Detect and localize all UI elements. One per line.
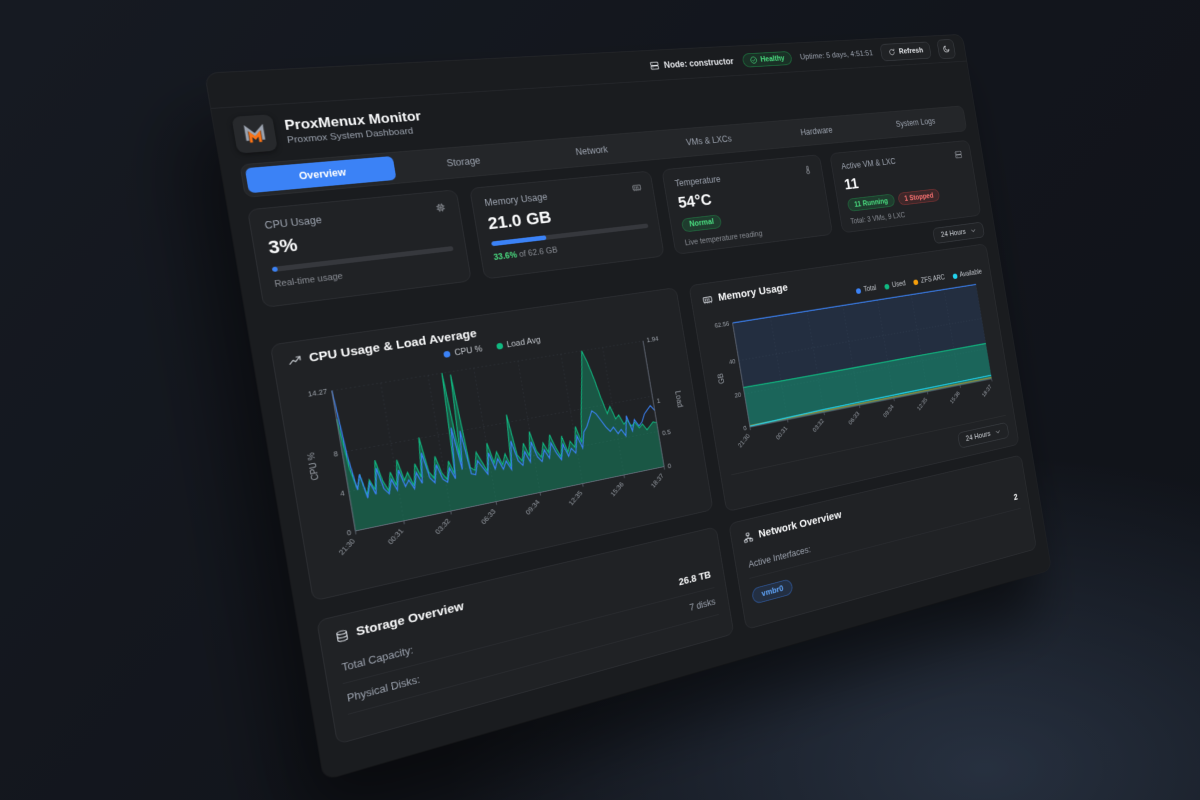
uptime-label: Uptime: 5 days, 4:51:51 xyxy=(799,48,874,62)
chevron-down-icon xyxy=(994,427,1002,436)
svg-text:0: 0 xyxy=(743,425,747,432)
memory-icon xyxy=(701,293,714,306)
time-range-value: 24 Hours xyxy=(940,227,967,240)
cpu-load-chart-card: CPU Usage & Load Average CPU % Load Avg … xyxy=(269,287,714,602)
memory-chart: 0 20 40 62.56 21:30 00:31 03:32 06:33 09:34 12:35… xyxy=(714,275,1004,449)
interface-badge: vmbr0 xyxy=(751,578,794,605)
svg-text:18:37: 18:37 xyxy=(981,384,993,399)
time-range-select[interactable]: 24 Hours xyxy=(932,221,985,244)
cpu-load-chart: 0 4 8 14.27 0 0.5 1 1.94 21:30 00:31 03:32 06:33 09:… xyxy=(306,336,684,557)
svg-text:Load: Load xyxy=(673,390,684,408)
tab-system-logs[interactable]: System Logs xyxy=(895,116,936,129)
svg-text:62.56: 62.56 xyxy=(714,321,730,330)
tab-overview[interactable]: Overview xyxy=(244,155,397,194)
refresh-label: Refresh xyxy=(898,46,924,56)
tab-hardware[interactable]: Hardware xyxy=(799,125,834,138)
svg-text:00:31: 00:31 xyxy=(387,528,406,547)
memory-chart-card: Memory Usage Total Used ZFS ARC Availabl… xyxy=(688,243,1020,513)
title-block: ProxMenux Monitor Proxmox System Dashboa… xyxy=(283,108,424,145)
svg-text:15:36: 15:36 xyxy=(949,390,961,405)
svg-text:09:34: 09:34 xyxy=(525,499,542,517)
temperature-card: Temperature 54°C Normal Live temperature… xyxy=(661,154,833,255)
svg-text:21:30: 21:30 xyxy=(737,433,751,449)
moon-icon xyxy=(942,44,951,53)
memory-percent: 33.6% xyxy=(493,250,518,263)
health-label: Healthy xyxy=(759,53,786,64)
tab-storage[interactable]: Storage xyxy=(445,155,482,169)
svg-text:0.5: 0.5 xyxy=(662,429,672,437)
svg-text:8: 8 xyxy=(333,450,339,458)
trending-up-icon xyxy=(286,353,303,368)
memory-card-label: Memory Usage xyxy=(483,191,549,209)
svg-text:15:36: 15:36 xyxy=(610,481,626,498)
storage-capacity-value: 26.8 TB xyxy=(677,568,712,588)
svg-text:0: 0 xyxy=(667,463,672,470)
network-icon xyxy=(742,530,755,544)
svg-text:06:33: 06:33 xyxy=(848,411,861,426)
node-label: Node: constructor xyxy=(663,55,735,70)
network-interfaces-value: 2 xyxy=(1012,491,1019,503)
memory-usage-card: Memory Usage 21.0 GB 33.6% of 62.6 GB xyxy=(469,170,665,280)
svg-text:CPU %: CPU % xyxy=(306,452,321,481)
svg-text:00:31: 00:31 xyxy=(775,425,789,441)
svg-text:09:34: 09:34 xyxy=(883,404,896,419)
svg-text:GB: GB xyxy=(717,373,726,385)
memory-time-range-select[interactable]: 24 Hours xyxy=(957,422,1010,449)
server-stack-icon xyxy=(954,150,963,160)
svg-text:03:32: 03:32 xyxy=(434,518,452,536)
svg-text:0: 0 xyxy=(346,529,352,537)
tab-vms-lxcs[interactable]: VMs & LXCs xyxy=(685,133,733,148)
cpu-progress-fill xyxy=(271,266,279,273)
cpu-usage-card: CPU Usage 3% Real-time usage xyxy=(247,189,472,308)
memory-progress-fill xyxy=(491,235,547,247)
network-interfaces-label: Active Interfaces: xyxy=(747,543,812,570)
logo-m-icon xyxy=(239,120,271,147)
svg-text:40: 40 xyxy=(729,359,737,367)
vm-stopped-badge: 1 Stopped xyxy=(897,188,941,206)
vm-running-badge: 11 Running xyxy=(846,193,896,212)
health-badge: Healthy xyxy=(741,50,793,68)
node-indicator: Node: constructor xyxy=(649,55,735,71)
chevron-down-icon xyxy=(969,226,977,235)
refresh-button[interactable]: Refresh xyxy=(879,41,932,61)
check-circle-icon xyxy=(749,55,758,64)
cpu-icon xyxy=(434,202,447,214)
active-vm-lxc-card: Active VM & LXC 11 11 Running 1 Stopped … xyxy=(829,139,982,234)
memory-icon xyxy=(631,182,643,193)
theme-toggle-button[interactable] xyxy=(936,38,957,59)
proxmenux-logo xyxy=(231,114,278,154)
storage-disks-value: 7 disks xyxy=(688,596,717,614)
thermometer-icon xyxy=(803,165,813,175)
svg-text:4: 4 xyxy=(340,490,346,498)
svg-text:1: 1 xyxy=(656,398,661,405)
dashboard-window: Node: constructor Healthy Uptime: 5 days… xyxy=(205,34,1052,780)
svg-text:14.27: 14.27 xyxy=(308,389,329,400)
disks-icon xyxy=(334,627,350,644)
svg-text:1.94: 1.94 xyxy=(646,336,659,344)
refresh-icon xyxy=(888,48,896,56)
vm-card-label: Active VM & LXC xyxy=(840,156,897,172)
svg-text:06:33: 06:33 xyxy=(480,508,497,526)
svg-text:20: 20 xyxy=(734,392,742,400)
charts-row: CPU Usage & Load Average CPU % Load Avg … xyxy=(269,243,1020,607)
cpu-subtitle: Real-time usage xyxy=(273,271,344,290)
temperature-status-badge: Normal xyxy=(680,213,723,233)
svg-text:21:30: 21:30 xyxy=(338,538,357,557)
server-icon xyxy=(649,60,660,71)
memory-total: of 62.6 GB xyxy=(516,245,559,260)
cpu-card-label: CPU Usage xyxy=(263,214,323,232)
svg-text:03:32: 03:32 xyxy=(812,418,825,434)
svg-text:12:35: 12:35 xyxy=(568,490,584,507)
tab-network[interactable]: Network xyxy=(574,144,609,158)
temperature-card-label: Temperature xyxy=(674,174,722,189)
memory-time-range-value: 24 Hours xyxy=(965,429,992,444)
svg-text:18:37: 18:37 xyxy=(650,473,665,490)
svg-text:12:35: 12:35 xyxy=(917,397,929,412)
